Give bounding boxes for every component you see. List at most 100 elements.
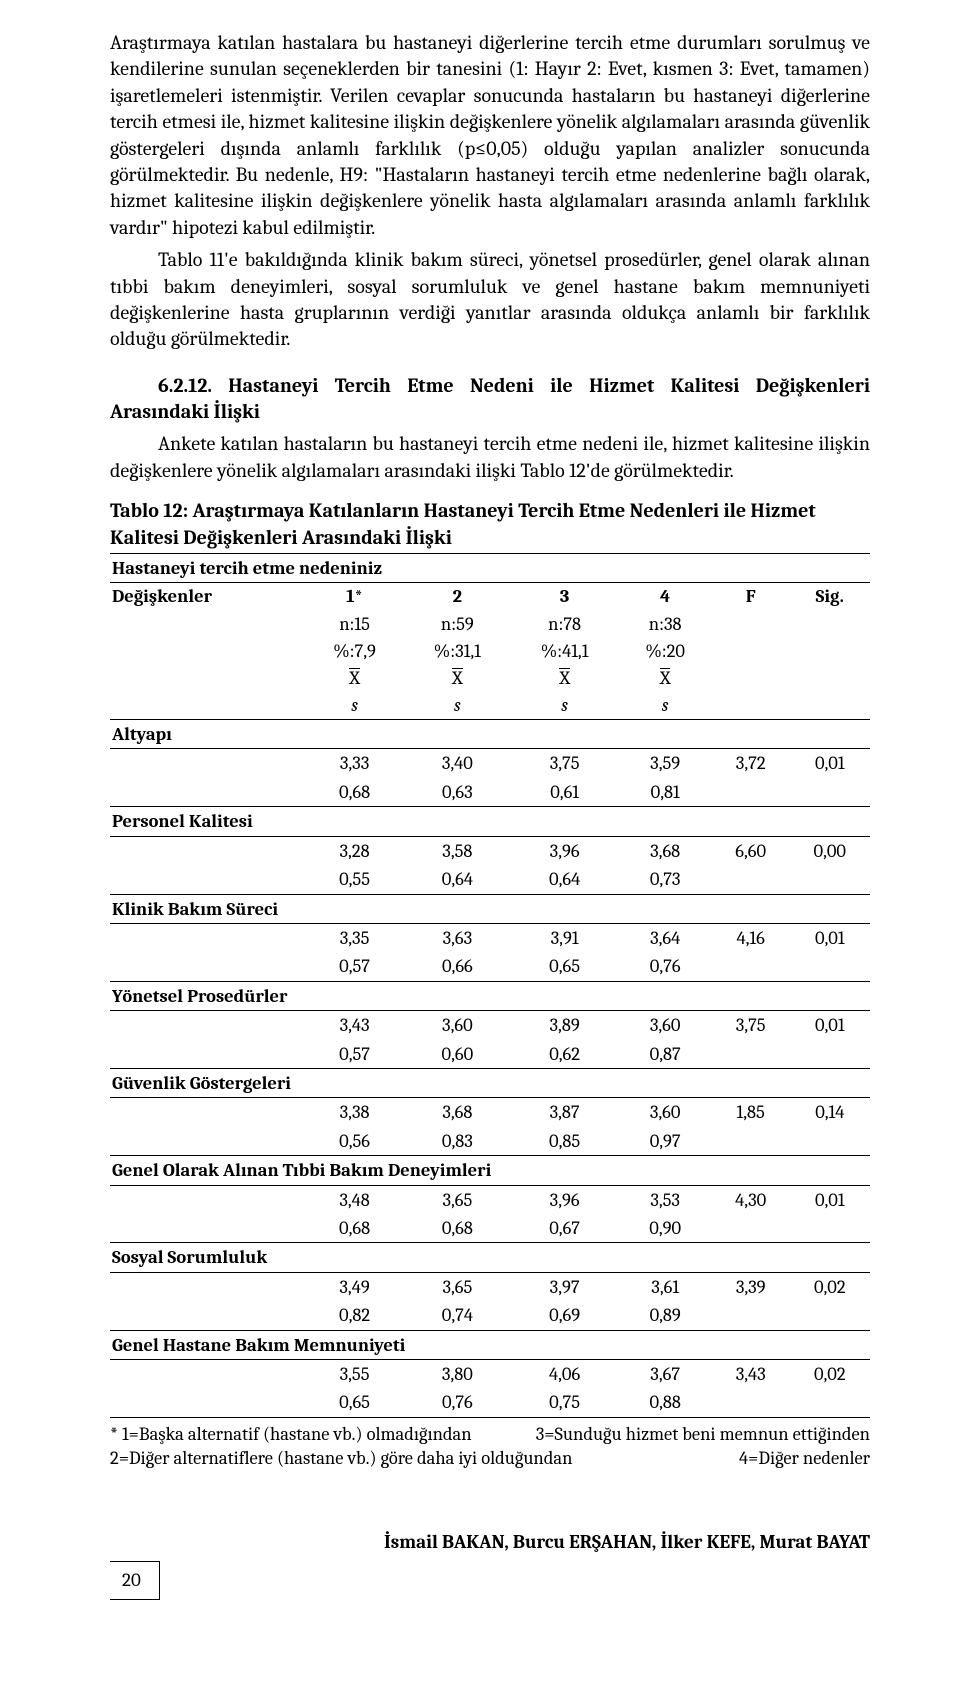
- var-3-sd-2: 0,60: [404, 1040, 511, 1069]
- group-sdlabel-2: s: [404, 692, 511, 720]
- var-7-mean-1: 3,55: [305, 1360, 404, 1389]
- var-2-mean-3: 3,91: [511, 923, 619, 952]
- var-4-Sig: 0,14: [790, 1098, 870, 1156]
- var-0-mean-4: 3,59: [618, 749, 711, 778]
- var-4-sd-2: 0,83: [404, 1127, 511, 1156]
- var-spacer-6: [110, 1272, 305, 1301]
- var-3-F: 3,75: [712, 1011, 790, 1069]
- var-1-sd-1: 0,55: [305, 865, 404, 894]
- var-2-sd-1: 0,57: [305, 952, 404, 981]
- var-0-mean-2: 3,40: [404, 749, 511, 778]
- var-6-sd-4: 0,89: [618, 1301, 711, 1330]
- var-0-Sig: 0,01: [790, 749, 870, 807]
- var-1-sd-2: 0,64: [404, 865, 511, 894]
- footnote-1-right: 3=Sunduğu hizmet beni memnun ettiğinden: [536, 1422, 870, 1446]
- var-1-F: 6,60: [712, 836, 790, 894]
- var-3-sd-1: 0,57: [305, 1040, 404, 1069]
- var-5-sd-3: 0,67: [511, 1214, 619, 1243]
- var-4-sd-3: 0,85: [511, 1127, 619, 1156]
- group-n-3: n:78: [511, 611, 619, 638]
- page-number: 20: [110, 1561, 160, 1600]
- var-0-mean-1: 3,33: [305, 749, 404, 778]
- col-header-F: F: [712, 583, 790, 720]
- var-4-mean-1: 3,38: [305, 1098, 404, 1127]
- var-3-mean-2: 3,60: [404, 1011, 511, 1040]
- var-6-sd-3: 0,69: [511, 1301, 619, 1330]
- var-5-mean-2: 3,65: [404, 1185, 511, 1214]
- group-pct-3: %:41,1: [511, 638, 619, 665]
- var-7-F: 3,43: [712, 1360, 790, 1418]
- group-code-1: 1*: [305, 583, 404, 611]
- var-2-sd-2: 0,66: [404, 952, 511, 981]
- group-pct-1: %:7,9: [305, 638, 404, 665]
- var-0-sd-3: 0,61: [511, 778, 619, 807]
- var-5-mean-4: 3,53: [618, 1185, 711, 1214]
- var-5-Sig: 0,01: [790, 1185, 870, 1243]
- var-name-2: Klinik Bakım Süreci: [110, 894, 870, 923]
- var-5-mean-1: 3,48: [305, 1185, 404, 1214]
- group-n-2: n:59: [404, 611, 511, 638]
- footnote-2-left: 2=Diğer alternatiflere (hastane vb.) gör…: [110, 1446, 572, 1470]
- var-1-sd-4: 0,73: [618, 865, 711, 894]
- var-6-mean-4: 3,61: [618, 1272, 711, 1301]
- group-sdlabel-1: s: [305, 692, 404, 720]
- var-2-sd-4: 0,76: [618, 952, 711, 981]
- group-sdlabel-3: s: [511, 692, 619, 720]
- var-2-mean-2: 3,63: [404, 923, 511, 952]
- var-7-sd-4: 0,88: [618, 1388, 711, 1417]
- var-7-Sig: 0,02: [790, 1360, 870, 1418]
- table-title: Tablo 12: Araştırmaya Katılanların Hasta…: [110, 498, 870, 551]
- section-heading: 6.2.12. Hastaneyi Tercih Etme Nedeni ile…: [110, 373, 870, 426]
- var-0-sd-4: 0,81: [618, 778, 711, 807]
- col-header-Sig: Sig.: [790, 583, 870, 720]
- var-5-sd-2: 0,68: [404, 1214, 511, 1243]
- var-7-sd-3: 0,75: [511, 1388, 619, 1417]
- var-name-7: Genel Hastane Bakım Memnuniyeti: [110, 1330, 870, 1359]
- var-2-F: 4,16: [712, 923, 790, 981]
- var-6-Sig: 0,02: [790, 1272, 870, 1330]
- page-container: Araştırmaya katılan hastalara bu hastane…: [0, 0, 960, 1630]
- group-sdlabel-4: s: [618, 692, 711, 720]
- var-1-mean-2: 3,58: [404, 836, 511, 865]
- group-meanlabel-4: X: [618, 665, 711, 692]
- var-0-F: 3,72: [712, 749, 790, 807]
- var-name-6: Sosyal Sorumluluk: [110, 1243, 870, 1272]
- var-6-sd-2: 0,74: [404, 1301, 511, 1330]
- var-7-sd-2: 0,76: [404, 1388, 511, 1417]
- var-0-sd-1: 0,68: [305, 778, 404, 807]
- var-3-mean-3: 3,89: [511, 1011, 619, 1040]
- var-1-Sig: 0,00: [790, 836, 870, 894]
- var-3-sd-4: 0,87: [618, 1040, 711, 1069]
- var-6-mean-2: 3,65: [404, 1272, 511, 1301]
- var-4-sd-4: 0,97: [618, 1127, 711, 1156]
- var-spacer-7: [110, 1360, 305, 1389]
- col-header-variables: Değişkenler: [110, 583, 305, 720]
- var-4-mean-3: 3,87: [511, 1098, 619, 1127]
- page-footer: İsmail BAKAN, Burcu ERŞAHAN, İlker KEFE,…: [110, 1530, 870, 1600]
- var-5-mean-3: 3,96: [511, 1185, 619, 1214]
- var-0-sd-2: 0,63: [404, 778, 511, 807]
- group-code-2: 2: [404, 583, 511, 611]
- var-spacer-4: [110, 1098, 305, 1127]
- group-meanlabel-1: X: [305, 665, 404, 692]
- var-7-mean-3: 4,06: [511, 1360, 619, 1389]
- footnote-2-right: 4=Diğer nedenler: [739, 1446, 870, 1470]
- group-code-4: 4: [618, 583, 711, 611]
- var-spacer-5: [110, 1185, 305, 1214]
- var-4-F: 1,85: [712, 1098, 790, 1156]
- var-name-3: Yönetsel Prosedürler: [110, 981, 870, 1010]
- table-footnotes: * 1=Başka alternatif (hastane vb.) olmad…: [110, 1422, 870, 1470]
- var-2-mean-4: 3,64: [618, 923, 711, 952]
- var-spacer-0: [110, 749, 305, 778]
- paragraph-1: Araştırmaya katılan hastalara bu hastane…: [110, 30, 870, 241]
- var-name-5: Genel Olarak Alınan Tıbbi Bakım Deneyiml…: [110, 1156, 870, 1185]
- paragraph-3: Ankete katılan hastaların bu hastaneyi t…: [110, 431, 870, 484]
- var-1-mean-3: 3,96: [511, 836, 619, 865]
- var-1-sd-3: 0,64: [511, 865, 619, 894]
- group-n-1: n:15: [305, 611, 404, 638]
- var-6-sd-1: 0,82: [305, 1301, 404, 1330]
- paragraph-2: Tablo 11'e bakıldığında klinik bakım sür…: [110, 247, 870, 353]
- section-heading-block: 6.2.12. Hastaneyi Tercih Etme Nedeni ile…: [110, 373, 870, 426]
- var-7-mean-4: 3,67: [618, 1360, 711, 1389]
- footnote-1-left: * 1=Başka alternatif (hastane vb.) olmad…: [110, 1422, 472, 1446]
